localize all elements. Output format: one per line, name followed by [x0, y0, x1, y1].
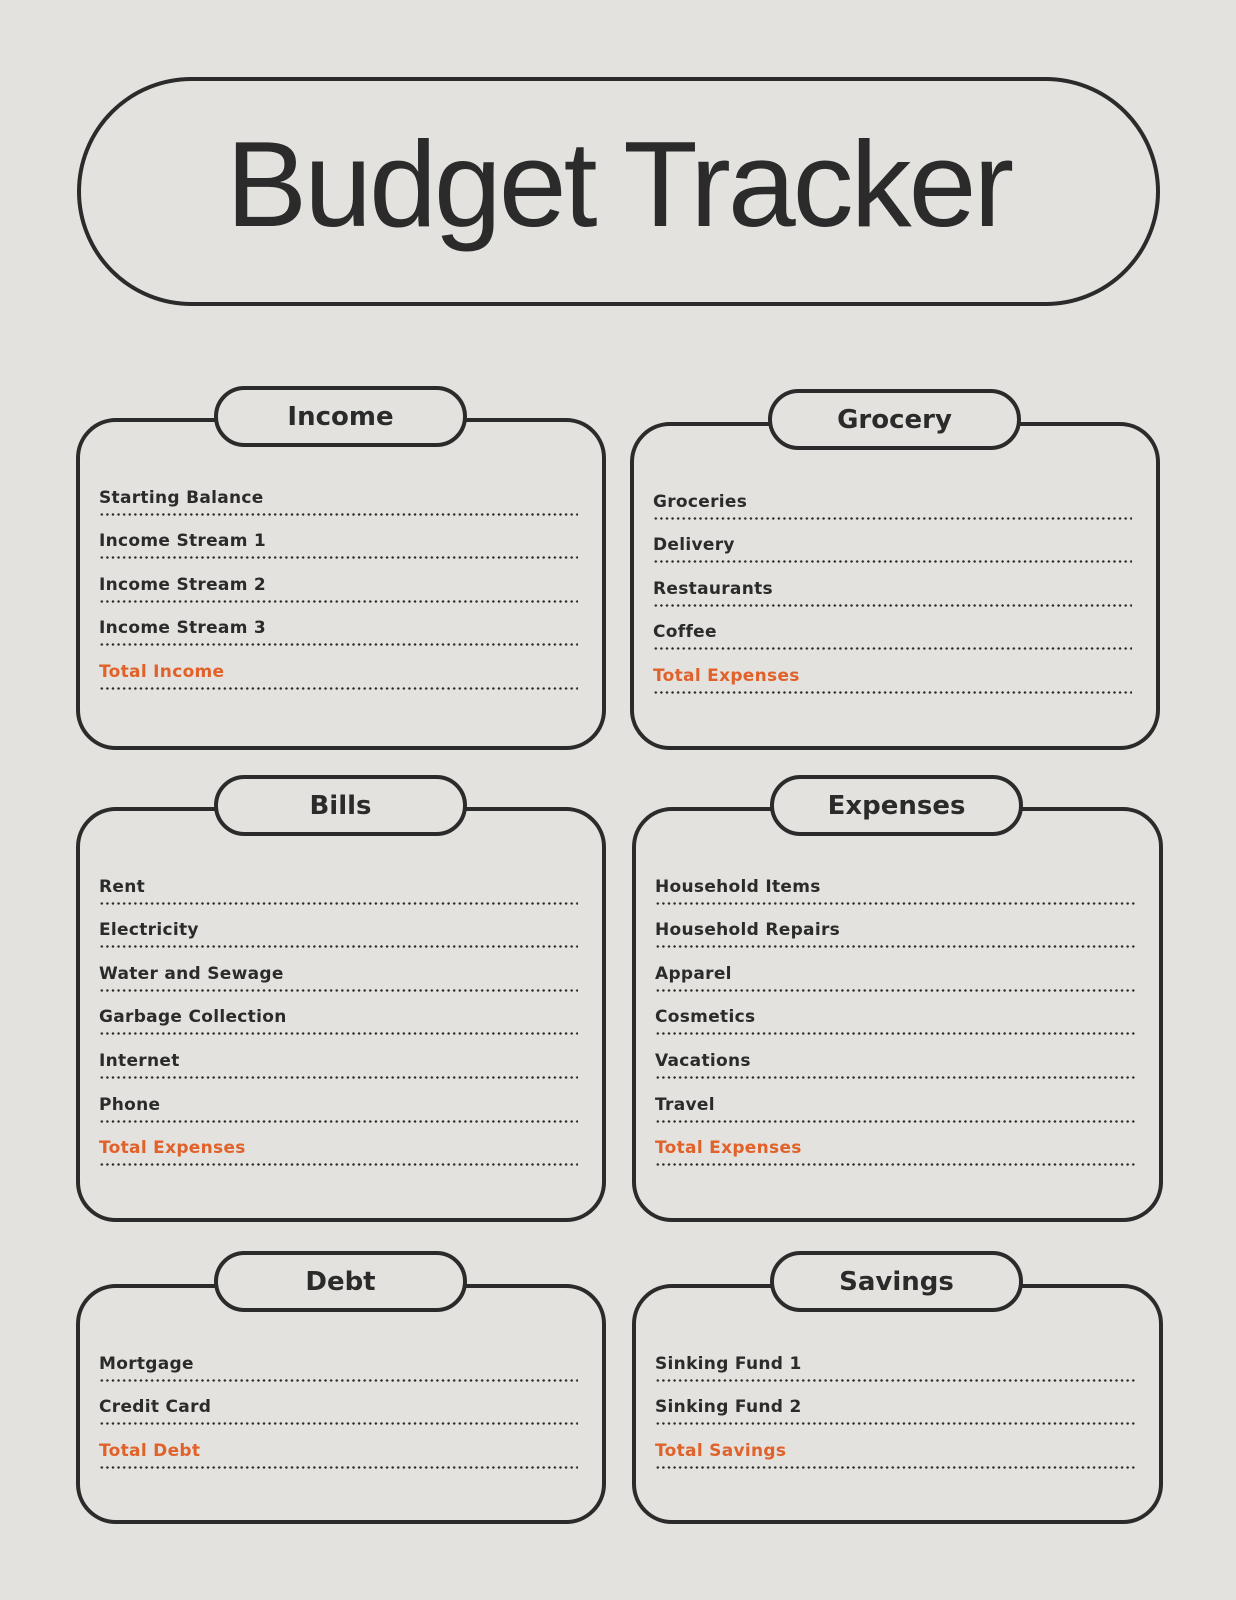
line-item-label: Coffee: [653, 622, 717, 643]
line-item-label: Starting Balance: [99, 487, 264, 508]
line-item[interactable]: Starting Balance: [99, 472, 578, 516]
line-item[interactable]: Credit Card: [99, 1382, 578, 1426]
total-row[interactable]: Total Expenses: [653, 650, 1132, 694]
line-item-label: Travel: [655, 1094, 715, 1115]
bills-heading: Bills: [214, 775, 467, 836]
total-row[interactable]: Total Expenses: [655, 1123, 1135, 1167]
line-item-label: Household Items: [655, 876, 821, 897]
line-item-label: Garbage Collection: [99, 1007, 287, 1028]
line-item-label: Sinking Fund 1: [655, 1353, 802, 1374]
total-label: Total Debt: [99, 1440, 201, 1461]
bills-rows: Rent Electricity Water and Sewage Garbage C…: [99, 861, 578, 1166]
debt-section: Mortgage Credit Card Total Debt: [76, 1284, 606, 1524]
line-item[interactable]: Mortgage: [99, 1338, 578, 1382]
line-item-label: Sinking Fund 2: [655, 1397, 802, 1418]
line-item[interactable]: Sinking Fund 1: [655, 1338, 1135, 1382]
line-item[interactable]: Coffee: [653, 607, 1132, 651]
line-item[interactable]: Groceries: [653, 476, 1132, 520]
title-banner: Budget Tracker: [77, 77, 1160, 306]
line-item[interactable]: Income Stream 1: [99, 516, 578, 560]
line-item-label: Apparel: [655, 963, 732, 984]
expenses-heading: Expenses: [770, 775, 1023, 836]
line-item-label: Phone: [99, 1094, 161, 1115]
line-item-label: Water and Sewage: [99, 963, 284, 984]
line-item[interactable]: Household Repairs: [655, 905, 1135, 949]
debt-heading: Debt: [214, 1251, 467, 1312]
grocery-heading: Grocery: [768, 389, 1021, 450]
line-item-label: Cosmetics: [655, 1007, 756, 1028]
line-item[interactable]: Vacations: [655, 1035, 1135, 1079]
line-item[interactable]: Income Stream 3: [99, 603, 578, 647]
grocery-section: Groceries Delivery Restaurants Coffee Total …: [630, 422, 1160, 750]
total-label: Total Expenses: [655, 1138, 802, 1159]
line-item-label: Restaurants: [653, 578, 773, 599]
savings-section: Sinking Fund 1 Sinking Fund 2 Total Saving…: [632, 1284, 1163, 1524]
total-label: Total Expenses: [653, 665, 800, 686]
line-item-label: Income Stream 2: [99, 574, 267, 595]
total-label: Total Expenses: [99, 1138, 246, 1159]
line-item-label: Credit Card: [99, 1397, 212, 1418]
line-item-label: Electricity: [99, 920, 199, 941]
line-item-label: Mortgage: [99, 1353, 194, 1374]
income-heading: Income: [214, 386, 467, 447]
line-item[interactable]: Internet: [99, 1035, 578, 1079]
grocery-rows: Groceries Delivery Restaurants Coffee Total …: [653, 476, 1132, 694]
line-item[interactable]: Cosmetics: [655, 992, 1135, 1036]
line-item[interactable]: Phone: [99, 1079, 578, 1123]
total-label: Total Savings: [655, 1440, 787, 1461]
line-item-label: Household Repairs: [655, 920, 841, 941]
line-item-label: Income Stream 1: [99, 531, 267, 552]
line-item[interactable]: Garbage Collection: [99, 992, 578, 1036]
total-row[interactable]: Total Debt: [99, 1425, 578, 1469]
income-rows: Starting Balance Income Stream 1 Income St…: [99, 472, 578, 690]
line-item-label: Rent: [99, 876, 146, 897]
line-item-label: Vacations: [655, 1050, 751, 1071]
line-item-label: Internet: [99, 1050, 180, 1071]
income-section: Starting Balance Income Stream 1 Income St…: [76, 418, 606, 750]
total-label: Total Income: [99, 661, 225, 682]
line-item[interactable]: Apparel: [655, 948, 1135, 992]
debt-rows: Mortgage Credit Card Total Debt: [99, 1338, 578, 1469]
line-item[interactable]: Household Items: [655, 861, 1135, 905]
savings-rows: Sinking Fund 1 Sinking Fund 2 Total Saving…: [655, 1338, 1135, 1469]
line-item[interactable]: Income Stream 2: [99, 559, 578, 603]
total-row[interactable]: Total Savings: [655, 1425, 1135, 1469]
line-item[interactable]: Electricity: [99, 905, 578, 949]
page-title: Budget Tracker: [225, 115, 1014, 252]
line-item[interactable]: Restaurants: [653, 563, 1132, 607]
line-item[interactable]: Delivery: [653, 520, 1132, 564]
line-item-label: Delivery: [653, 535, 735, 556]
line-item[interactable]: Sinking Fund 2: [655, 1382, 1135, 1426]
line-item[interactable]: Rent: [99, 861, 578, 905]
savings-heading: Savings: [770, 1251, 1023, 1312]
expenses-section: Household Items Household Repairs Apparel C…: [632, 807, 1163, 1222]
line-item-label: Groceries: [653, 491, 748, 512]
line-item[interactable]: Travel: [655, 1079, 1135, 1123]
line-item-label: Income Stream 3: [99, 618, 267, 639]
bills-section: Rent Electricity Water and Sewage Garbage C…: [76, 807, 606, 1222]
line-item[interactable]: Water and Sewage: [99, 948, 578, 992]
total-row[interactable]: Total Expenses: [99, 1123, 578, 1167]
expenses-rows: Household Items Household Repairs Apparel C…: [655, 861, 1135, 1166]
total-row[interactable]: Total Income: [99, 646, 578, 690]
